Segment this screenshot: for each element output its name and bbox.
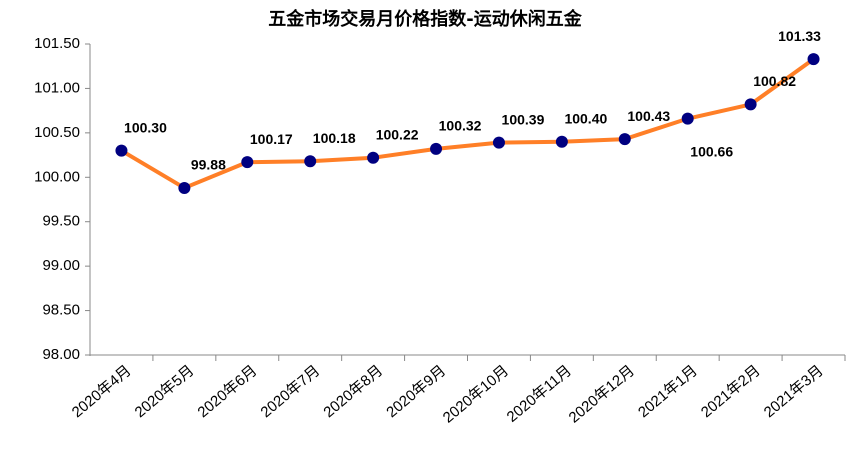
x-tick-label: 2021年2月: [698, 362, 764, 421]
value-label: 100.17: [250, 131, 293, 147]
marker: [367, 151, 380, 164]
marker: [555, 135, 568, 148]
x-tick-label: 2021年3月: [761, 362, 827, 421]
value-label: 99.88: [191, 157, 226, 173]
chart-title: 五金市场交易月价格指数-运动休闲五金: [268, 8, 582, 30]
marker: [304, 155, 317, 168]
value-label: 100.40: [564, 110, 607, 126]
x-tick-label: 2020年12月: [566, 362, 638, 426]
value-label: 100.32: [439, 118, 482, 134]
x-tick-label: 2021年1月: [635, 362, 701, 421]
marker: [430, 142, 443, 155]
x-tick-label: 2020年7月: [257, 362, 323, 421]
marker: [241, 156, 254, 169]
marker: [492, 136, 505, 149]
marker: [807, 53, 820, 66]
x-tick-label: 2020年8月: [320, 362, 386, 421]
y-tick-label: 100.50: [34, 124, 80, 141]
y-tick-label: 101.00: [34, 79, 80, 96]
x-tick-label: 2020年9月: [383, 362, 449, 421]
x-tick-label: 2020年6月: [195, 362, 261, 421]
marker: [744, 98, 757, 111]
y-tick-label: 100.00: [34, 168, 80, 185]
y-tick-label: 99.00: [42, 257, 80, 274]
value-label: 100.18: [313, 130, 356, 146]
x-tick-label: 2020年10月: [440, 362, 512, 426]
value-label: 100.82: [753, 73, 796, 89]
y-tick-label: 98.00: [42, 346, 80, 363]
line: [120, 57, 815, 191]
x-tick-label: 2020年11月: [504, 362, 575, 426]
value-label: 101.33: [778, 28, 821, 44]
y-tick-label: 101.50: [34, 35, 80, 52]
value-label: 100.66: [690, 143, 733, 159]
y-tick-label: 98.50: [42, 302, 80, 319]
y-tick-label: 99.50: [42, 213, 80, 230]
value-label: 100.43: [627, 108, 670, 124]
value-label: 100.22: [376, 126, 419, 142]
marker: [681, 112, 694, 125]
marker: [115, 144, 128, 157]
x-tick-label: 2020年4月: [69, 362, 135, 421]
x-tick-label: 2020年5月: [132, 362, 198, 421]
marker: [178, 181, 191, 194]
marker: [618, 133, 631, 146]
value-label: 100.30: [124, 119, 167, 135]
value-label: 100.39: [502, 111, 545, 127]
